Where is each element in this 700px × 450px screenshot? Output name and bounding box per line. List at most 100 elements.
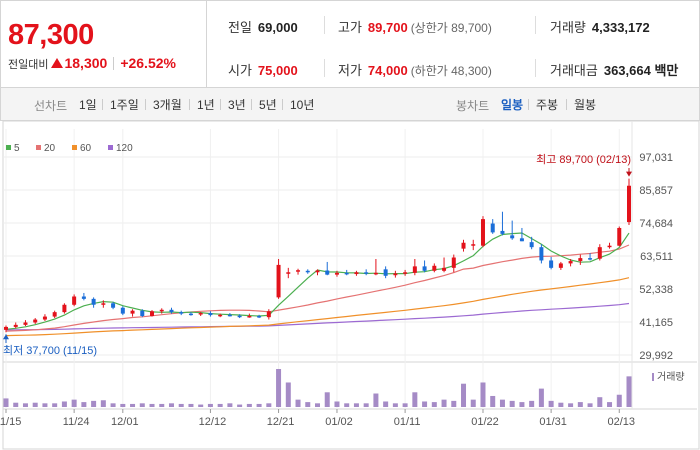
tab-10y[interactable]: 10년 (290, 98, 315, 112)
candle-body (549, 260, 554, 268)
tab-daily[interactable]: 일봉 (501, 98, 524, 112)
volume-bar (61, 401, 67, 407)
legend-label: 20 (44, 143, 56, 154)
divider (145, 99, 146, 110)
volume-bar (120, 403, 126, 407)
price-change: 전일대비 18,300 +26.52% (8, 55, 176, 72)
candle-body (237, 315, 242, 318)
candle-body (140, 310, 145, 316)
candle-body (461, 242, 466, 249)
tab-1w[interactable]: 1주일 (110, 98, 139, 112)
volume-bar (305, 402, 311, 407)
divider (535, 16, 536, 34)
upper-limit-note: (상한가 89,700) (410, 21, 492, 35)
candle-body (354, 272, 359, 275)
quote-info-grid: 전일 69,000 고가 89,700 (상한가 89,700) 거래량 4,333,1… (208, 1, 700, 87)
candle-body (529, 242, 534, 248)
change-amount: 18,300 (64, 55, 108, 71)
high-label: 고가 (338, 20, 362, 35)
tab-1y[interactable]: 1년 (197, 98, 215, 112)
candle-body (150, 311, 155, 316)
prev-close: 전일 69,000 (228, 17, 298, 36)
prev-close-label: 전일 (228, 20, 252, 35)
volume-bar (412, 392, 418, 407)
volume-bar (130, 403, 136, 407)
candle-body (111, 303, 116, 308)
candle-body (510, 235, 515, 239)
volume-bar (149, 403, 155, 407)
tab-5y[interactable]: 5년 (259, 98, 277, 112)
volume-bar (42, 403, 48, 407)
candle-body (588, 258, 593, 260)
x-tick-label: 11/15 (0, 416, 21, 428)
candle-body (52, 312, 57, 317)
amount-value: 363,664 백만 (603, 63, 679, 78)
candle-body (276, 264, 281, 298)
volume-bar (383, 401, 389, 407)
volume-bar (441, 399, 447, 407)
candle-body (364, 272, 369, 274)
volume-bar (626, 376, 632, 407)
volume-bar (587, 403, 593, 407)
ma20-line (5, 244, 630, 332)
candle-body (344, 272, 349, 275)
volume-bar (548, 400, 554, 407)
price-summary: 87,300 전일대비 18,300 +26.52% (1, 1, 207, 87)
volume-bar (334, 401, 340, 407)
chart-frame (2, 120, 700, 450)
divider (528, 99, 529, 110)
ma120-line (6, 302, 630, 331)
high-value: 89,700 (367, 20, 408, 35)
volume-bar (324, 392, 330, 407)
volume-legend-label: 거래량 (657, 371, 685, 383)
volume-bar (451, 400, 457, 407)
candle-body (403, 272, 408, 274)
candle-body (451, 257, 456, 268)
candle-body (101, 303, 106, 305)
y-tick-label: 41,165 (639, 317, 673, 329)
tab-1d[interactable]: 1일 (79, 98, 97, 112)
candle-body (597, 247, 602, 259)
candle-body (568, 261, 573, 264)
y-tick-label: 85,857 (639, 185, 673, 197)
candle-body (373, 272, 378, 275)
candle-body (480, 219, 485, 246)
tab-weekly[interactable]: 주봉 (536, 98, 559, 112)
volume-bar (285, 382, 291, 407)
volume-bar (139, 403, 145, 407)
open-price: 시가 75,000 (228, 60, 298, 79)
tab-monthly[interactable]: 월봉 (574, 98, 597, 112)
min-arrow-icon (3, 334, 9, 340)
candle-body (490, 223, 495, 233)
legend-swatch (6, 145, 11, 150)
candle-body (159, 309, 164, 312)
candle-body (81, 296, 86, 299)
candle-body (4, 326, 8, 330)
tab-3y[interactable]: 3년 (228, 98, 246, 112)
volume-bar (13, 402, 19, 407)
change-label: 전일대비 (8, 59, 49, 71)
y-tick-label: 63,511 (640, 251, 673, 263)
volume-bar (538, 388, 544, 407)
change-percent: +26.52% (120, 55, 176, 71)
candle-body (72, 296, 77, 305)
volume-bar (168, 403, 174, 407)
low-value: 74,000 (367, 63, 408, 78)
legend-label: 120 (116, 143, 133, 154)
max-annotation: 최고 89,700 (02/13) (536, 153, 631, 166)
candle-body (169, 309, 174, 313)
volume-bar (91, 400, 97, 407)
divider (535, 59, 536, 77)
volume-bar (266, 403, 272, 407)
volume-bar (529, 400, 535, 407)
volume-bar (246, 403, 252, 407)
line-chart-label: 선차트 (34, 99, 68, 113)
prev-close-value: 69,000 (257, 20, 298, 35)
volume-bar (276, 369, 282, 407)
volume-bar (353, 403, 359, 407)
quote-header: 87,300 전일대비 18,300 +26.52% 전일 69,000 고가 89,7… (0, 0, 700, 88)
candle-body (198, 313, 203, 315)
volume-legend-swatch (652, 373, 654, 381)
tab-3m[interactable]: 3개월 (153, 98, 182, 112)
ma5-line (5, 232, 630, 330)
